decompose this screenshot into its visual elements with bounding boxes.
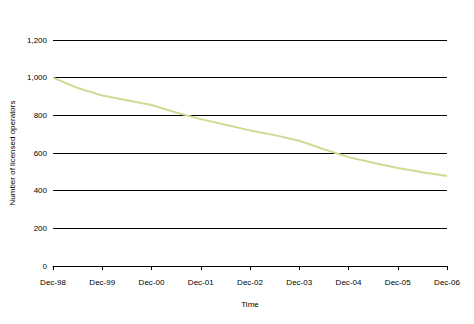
svg-text:0: 0 xyxy=(43,262,48,271)
svg-text:Number of licensed operators: Number of licensed operators xyxy=(8,101,17,206)
svg-text:Dec-03: Dec-03 xyxy=(286,278,312,287)
svg-text:Time: Time xyxy=(241,300,259,309)
svg-text:Dec-05: Dec-05 xyxy=(385,278,411,287)
svg-text:Dec-04: Dec-04 xyxy=(336,278,362,287)
svg-text:Dec-01: Dec-01 xyxy=(188,278,214,287)
svg-text:1,200: 1,200 xyxy=(27,36,48,45)
svg-text:600: 600 xyxy=(34,149,48,158)
svg-text:Dec-02: Dec-02 xyxy=(237,278,263,287)
svg-text:Dec-98: Dec-98 xyxy=(40,278,66,287)
svg-text:200: 200 xyxy=(34,224,48,233)
svg-text:Dec-99: Dec-99 xyxy=(89,278,115,287)
svg-text:1,000: 1,000 xyxy=(27,73,48,82)
svg-text:400: 400 xyxy=(34,186,48,195)
svg-text:Dec-00: Dec-00 xyxy=(139,278,165,287)
svg-text:800: 800 xyxy=(34,111,48,120)
svg-text:Dec-06: Dec-06 xyxy=(434,278,460,287)
